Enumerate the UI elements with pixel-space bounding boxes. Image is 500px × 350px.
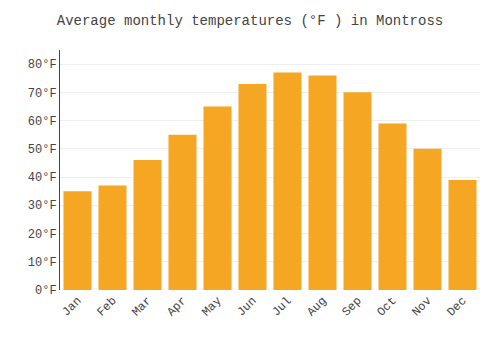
svg-text:30°F: 30°F [28, 199, 57, 213]
svg-text:40°F: 40°F [28, 171, 57, 185]
svg-text:Oct: Oct [374, 294, 399, 319]
svg-text:Nov: Nov [409, 294, 434, 319]
svg-text:Mar: Mar [129, 294, 154, 319]
svg-text:80°F: 80°F [28, 58, 57, 72]
svg-text:May: May [199, 294, 224, 319]
svg-text:Dec: Dec [444, 294, 469, 319]
svg-text:10°F: 10°F [28, 256, 57, 270]
svg-text:20°F: 20°F [28, 228, 57, 242]
svg-text:0°F: 0°F [35, 284, 57, 298]
svg-text:Apr: Apr [164, 294, 189, 319]
svg-text:50°F: 50°F [28, 143, 57, 157]
svg-text:Feb: Feb [94, 294, 119, 319]
svg-text:Sep: Sep [339, 294, 364, 319]
svg-text:60°F: 60°F [28, 115, 57, 129]
svg-text:Jul: Jul [269, 294, 294, 319]
svg-text:Jun: Jun [234, 294, 259, 319]
svg-text:Aug: Aug [304, 294, 329, 319]
svg-text:Jan: Jan [59, 294, 84, 319]
svg-text:70°F: 70°F [28, 87, 57, 101]
svg-text:Average monthly temperatures (: Average monthly temperatures (°F ) in Mo… [57, 13, 443, 29]
